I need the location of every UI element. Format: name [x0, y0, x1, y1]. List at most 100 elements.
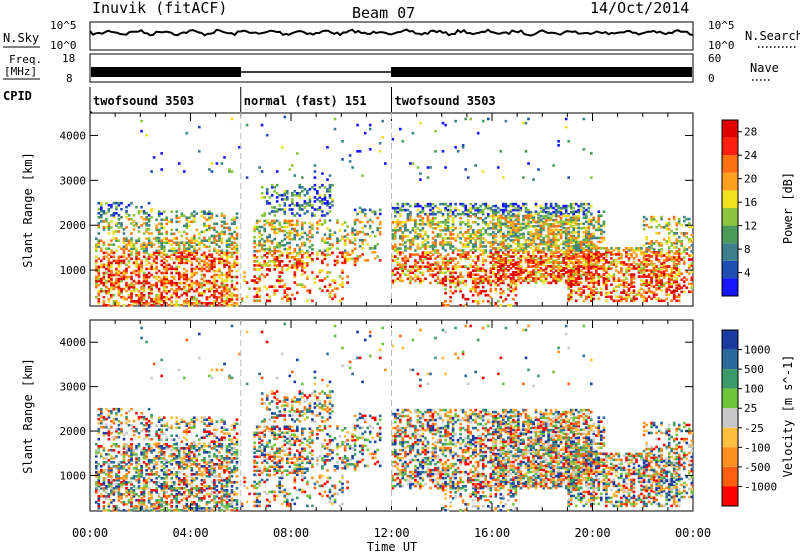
- data-cell: [529, 271, 533, 274]
- data-cell: [547, 239, 550, 242]
- data-cell: [567, 293, 570, 297]
- data-cell: [620, 295, 623, 299]
- data-cell: [504, 269, 508, 272]
- data-cell: [117, 273, 121, 277]
- data-cell: [115, 300, 118, 303]
- data-cell: [165, 259, 168, 263]
- data-cell: [504, 239, 508, 242]
- data-cell: [471, 237, 475, 240]
- data-cell: [130, 251, 133, 255]
- data-cell: [411, 227, 415, 230]
- data-cell: [331, 200, 334, 203]
- data-cell: [117, 261, 121, 265]
- data-cell: [100, 277, 103, 281]
- data-cell: [582, 248, 586, 252]
- data-cell: [353, 247, 357, 250]
- data-cell: [665, 269, 668, 272]
- data-cell: [270, 183, 274, 187]
- data-cell: [348, 239, 352, 242]
- data-cell: [399, 212, 402, 216]
- data-cell: [140, 291, 143, 295]
- data-cell: [391, 237, 395, 240]
- data-cell: [193, 297, 196, 301]
- data-cell: [258, 219, 261, 223]
- data-cell: [504, 208, 508, 212]
- data-cell: [647, 242, 651, 245]
- data-cell: [260, 214, 264, 217]
- data-cell: [592, 244, 596, 248]
- data-cell: [655, 269, 658, 272]
- data-cell: [592, 297, 596, 301]
- data-cell: [399, 263, 402, 266]
- data-cell: [230, 295, 234, 299]
- data-cell: [587, 230, 591, 234]
- data-cell: [95, 283, 98, 287]
- data-cell: [517, 214, 520, 218]
- data-cell: [451, 275, 455, 279]
- data-cell: [296, 221, 299, 225]
- data-cell: [147, 255, 151, 259]
- data-cell: [532, 218, 535, 222]
- data-cell: [542, 221, 545, 224]
- data-cell: [487, 281, 490, 285]
- data-cell: [172, 237, 176, 240]
- data-cell: [451, 223, 455, 226]
- data-cell: [466, 229, 470, 232]
- data-cell: [587, 232, 591, 236]
- data-cell: [421, 206, 425, 210]
- data-cell: [549, 204, 553, 208]
- data-cell: [200, 277, 204, 281]
- data-cell: [303, 243, 307, 247]
- data-cell: [502, 237, 505, 240]
- data-cell: [235, 281, 239, 285]
- data-cell: [283, 198, 287, 201]
- data-cell: [562, 206, 565, 210]
- data-cell: [135, 265, 138, 269]
- data-cell: [469, 202, 472, 206]
- data-cell: [456, 261, 460, 264]
- data-cell: [195, 265, 199, 269]
- data-cell: [484, 279, 488, 283]
- data-cell: [489, 241, 493, 244]
- data-cell: [258, 231, 261, 235]
- data-cell: [492, 255, 495, 258]
- data-cell: [585, 238, 588, 242]
- data-cell: [489, 289, 493, 293]
- data-cell: [667, 232, 671, 235]
- data-cell: [195, 283, 199, 287]
- data-cell: [404, 263, 407, 266]
- data-cell: [291, 256, 294, 259]
- data-cell: [326, 247, 329, 250]
- data-cell: [301, 241, 304, 245]
- data-cell: [675, 258, 678, 261]
- data-cell: [137, 210, 141, 213]
- data-cell: [268, 235, 271, 239]
- data-cell: [632, 295, 636, 299]
- data-cell: [230, 251, 234, 255]
- data-cell: [263, 247, 266, 251]
- data-cell: [220, 257, 224, 261]
- data-cell: [637, 267, 641, 270]
- data-cell: [670, 229, 673, 233]
- data-cell: [489, 206, 493, 210]
- data-cell: [155, 255, 158, 259]
- data-cell: [122, 295, 126, 299]
- data-cell: [255, 281, 259, 284]
- data-cell: [476, 293, 480, 297]
- data-cell: [542, 237, 545, 240]
- data-cell: [275, 245, 279, 249]
- data-cell: [672, 258, 676, 261]
- data-cell: [446, 225, 450, 228]
- data-cell: [441, 229, 445, 232]
- data-cell: [529, 225, 533, 228]
- data-cell: [235, 237, 239, 240]
- data-cell: [208, 259, 211, 263]
- data-cell: [549, 218, 553, 222]
- data-cell: [585, 260, 588, 264]
- data-cell: [338, 299, 342, 303]
- data-cell: [328, 253, 332, 257]
- data-cell: [502, 260, 505, 264]
- data-cell: [552, 237, 555, 240]
- data-cell: [549, 238, 553, 242]
- data-cell: [190, 257, 194, 261]
